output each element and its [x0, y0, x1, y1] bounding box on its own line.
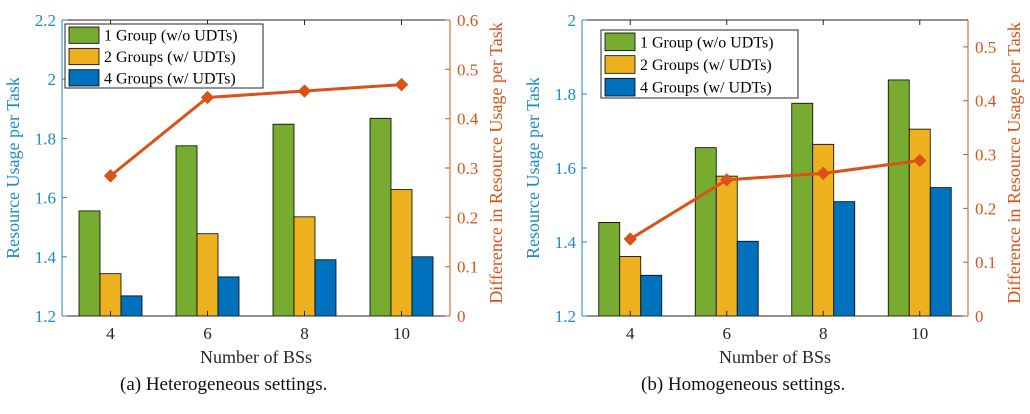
legend-swatch — [604, 55, 636, 74]
bar — [791, 102, 814, 317]
bar — [929, 187, 952, 317]
x-tick-label: 10 — [911, 324, 928, 343]
left-tick-label: 2 — [568, 11, 577, 30]
difference-marker — [816, 166, 830, 181]
right-tick-label: 0.6 — [457, 11, 478, 30]
bar — [694, 147, 717, 317]
x-tick-label: 10 — [393, 324, 410, 343]
legend-label: 4 Groups (w/ UDTs) — [640, 80, 772, 97]
legend-swatch — [68, 26, 100, 44]
difference-line — [629, 158, 920, 241]
left-tick-label: 1.8 — [35, 129, 56, 148]
right-tick-label: 0.3 — [457, 159, 478, 178]
legend-swatch — [68, 69, 100, 87]
left-tick-label: 1.6 — [555, 159, 576, 178]
difference-marker — [394, 77, 409, 92]
bar — [619, 256, 642, 317]
legend-swatch — [68, 47, 100, 66]
legend-label: 4 Groups (w/ UDTs) — [104, 70, 236, 87]
legend: 1 Group (w/o UDTs) 2 Groups (w/ UDTs) 4 Gr… — [600, 29, 799, 99]
left-tick-label: 1.2 — [35, 307, 56, 326]
right-tick-label: 0 — [975, 307, 984, 326]
bar — [833, 201, 856, 317]
difference-marker — [200, 90, 215, 105]
right-tick-label: 0.5 — [457, 60, 478, 79]
bar — [715, 175, 738, 317]
right-tick-label: 0.2 — [457, 208, 478, 227]
legend-label: 2 Groups (w/ UDTs) — [104, 49, 236, 66]
left-tick-label: 2.2 — [35, 11, 56, 30]
right-tick-label: 0.4 — [975, 92, 997, 111]
y-axis-label: Resource Usage per Task — [523, 77, 543, 259]
x-tick-label: 6 — [723, 324, 732, 343]
caption-b: (b) Homogeneous settings. — [641, 374, 846, 395]
left-tick-label: 1.4 — [555, 233, 577, 252]
difference-marker — [297, 84, 312, 98]
x-tick-label: 8 — [300, 324, 309, 343]
y-axis-label-right: Difference in Resource Usage per Task — [486, 22, 506, 303]
legend-label: 1 Group (w/o UDTs) — [104, 28, 238, 45]
left-tick-label: 2 — [48, 70, 57, 89]
difference-marker — [103, 169, 118, 183]
right-tick-label: 0.2 — [975, 199, 996, 218]
bar — [736, 240, 759, 317]
legend-swatch — [604, 32, 636, 52]
x-tick-label: 8 — [819, 324, 828, 343]
difference-marker — [913, 153, 927, 168]
caption-a: (a) Heterogeneous settings. — [120, 374, 328, 395]
legend-label: 2 Groups (w/ UDTs) — [640, 57, 772, 74]
legend-label: 1 Group (w/o UDTs) — [640, 34, 774, 51]
y-axis-label-right: Difference in Resource Usage per Task — [1004, 22, 1024, 303]
bar — [640, 274, 663, 317]
left-tick-label: 1.6 — [35, 189, 56, 208]
right-tick-label: 0.5 — [975, 38, 996, 57]
x-tick-label: 4 — [626, 324, 635, 343]
difference-marker — [623, 232, 637, 246]
difference-line — [109, 83, 402, 178]
legend-swatch — [604, 77, 636, 97]
y-axis-label: Resource Usage per Task — [3, 77, 23, 259]
right-tick-label: 0.1 — [457, 258, 478, 277]
left-tick-label: 1.4 — [35, 248, 57, 267]
difference-marker — [720, 173, 734, 187]
x-axis-label: Number of BSs — [719, 347, 831, 367]
left-tick-label: 1.8 — [555, 85, 576, 104]
right-tick-label: 0.4 — [457, 110, 479, 129]
x-tick-label: 6 — [203, 324, 212, 343]
x-axis-label: Number of BSs — [200, 347, 312, 367]
right-tick-label: 0 — [457, 307, 466, 326]
right-tick-label: 0.1 — [975, 253, 996, 272]
bar — [598, 221, 621, 317]
x-tick-label: 4 — [106, 324, 115, 343]
legend: 1 Group (w/o UDTs) 2 Groups (w/ UDTs) 4 Gr… — [64, 23, 264, 89]
bar — [887, 79, 910, 317]
left-tick-label: 1.2 — [555, 307, 576, 326]
right-tick-label: 0.3 — [975, 146, 996, 165]
